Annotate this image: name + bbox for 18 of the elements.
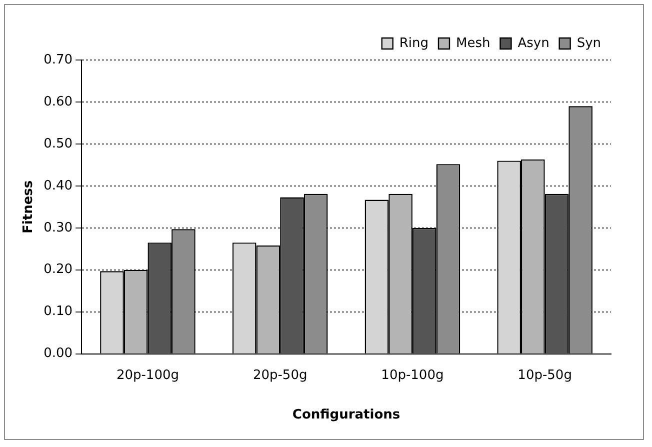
legend-label: Syn (576, 36, 602, 51)
x-tick-label: 20p-50g (252, 368, 308, 383)
x-tick-label: 20p-100g (116, 368, 180, 383)
y-tick-label: 0.70 (44, 52, 73, 68)
x-tick-label: 10p-100g (381, 368, 444, 383)
y-tick-label: 0.10 (44, 304, 73, 320)
y-tick-label: 0.60 (44, 94, 73, 110)
y-tick-label: 0.20 (44, 262, 73, 278)
y-tick-label: 0.40 (44, 178, 73, 194)
y-tick-label: 0.00 (44, 346, 73, 362)
legend-label: Ring (399, 36, 428, 51)
x-tick-label: 10p-50g (518, 368, 572, 383)
y-axis-title: Fitness (21, 180, 36, 234)
legend-label: Mesh (456, 36, 490, 51)
x-axis-title: Configurations (292, 408, 400, 423)
legend-label: Asyn (518, 36, 550, 51)
y-tick-label: 0.30 (44, 220, 73, 236)
y-tick-label: 0.50 (44, 136, 73, 152)
